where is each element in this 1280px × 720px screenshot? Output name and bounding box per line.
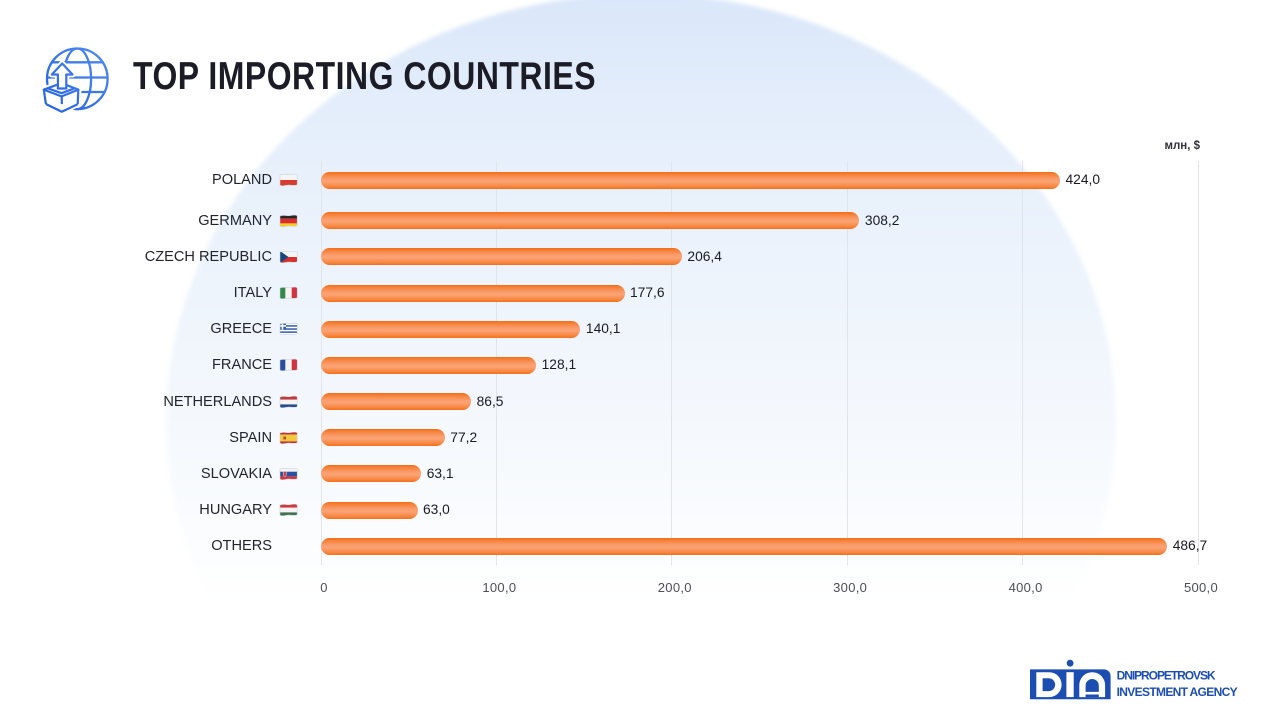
- svg-text:INVESTMENT AGENCY: INVESTMENT AGENCY: [1117, 685, 1238, 699]
- svg-text:DNIPROPETROVSK: DNIPROPETROVSK: [1117, 669, 1216, 683]
